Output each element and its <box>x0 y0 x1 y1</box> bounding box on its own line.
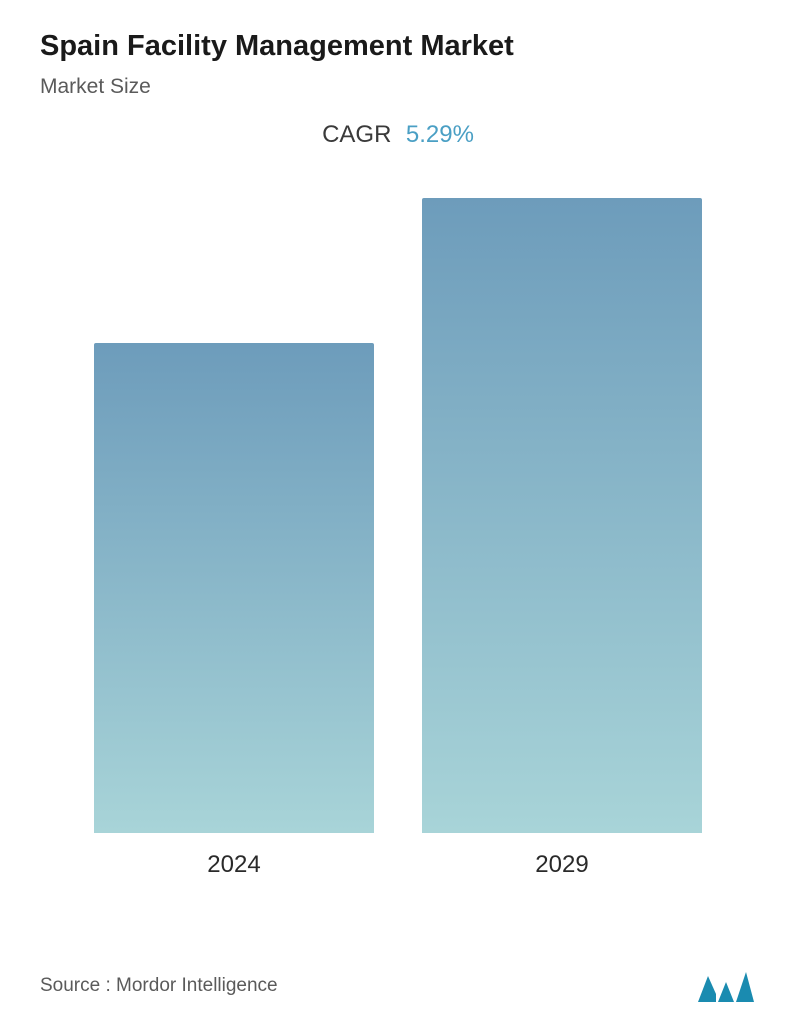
bar-label-1: 2029 <box>535 851 588 879</box>
cagr-value: 5.29% <box>406 121 474 148</box>
bar-0 <box>94 343 374 833</box>
chart-subtitle: Market Size <box>40 75 756 99</box>
chart-title: Spain Facility Management Market <box>40 30 756 63</box>
bar-label-0: 2024 <box>207 851 260 879</box>
cagr-row: CAGR 5.29% <box>40 121 756 149</box>
source-text: Source : Mordor Intelligence <box>40 975 278 997</box>
chart-area: 2024 2029 <box>40 229 756 879</box>
brand-logo-icon <box>696 968 756 1004</box>
bar-group-1: 2029 <box>422 198 702 879</box>
bar-1 <box>422 198 702 833</box>
cagr-label: CAGR <box>322 121 391 148</box>
bar-group-0: 2024 <box>94 343 374 879</box>
footer: Source : Mordor Intelligence <box>40 968 756 1004</box>
